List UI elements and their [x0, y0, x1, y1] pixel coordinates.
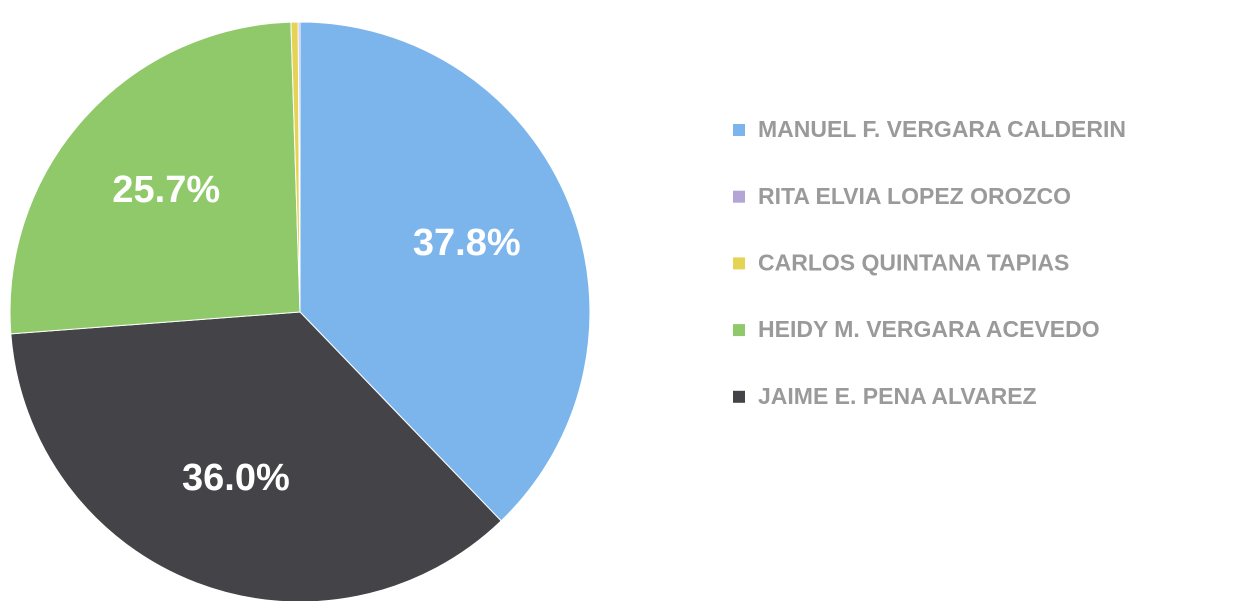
legend-swatch	[733, 190, 745, 203]
pie-slice	[10, 311, 502, 601]
pie-slice	[297, 21, 301, 313]
legend-label: CARLOS QUINTANA TAPIAS	[758, 249, 1069, 275]
legend-label: JAIME E. PENA ALVAREZ	[758, 383, 1037, 409]
legend-label: HEIDY M. VERGARA ACEVEDO	[758, 316, 1100, 342]
legend-swatch	[733, 257, 745, 270]
data-label: 25.7%	[112, 169, 220, 211]
legend-swatch	[733, 390, 745, 403]
legend-label: MANUEL F. VERGARA CALDERIN	[758, 116, 1126, 142]
pie-slice	[299, 21, 591, 522]
data-label: 36.0%	[182, 457, 290, 499]
legend-swatch	[733, 324, 745, 337]
pie-slice	[9, 21, 301, 335]
legend-swatch	[733, 124, 745, 136]
data-label: 37.8%	[413, 222, 521, 264]
legend-label: RITA ELVIA LOPEZ OROZCO	[758, 183, 1071, 209]
